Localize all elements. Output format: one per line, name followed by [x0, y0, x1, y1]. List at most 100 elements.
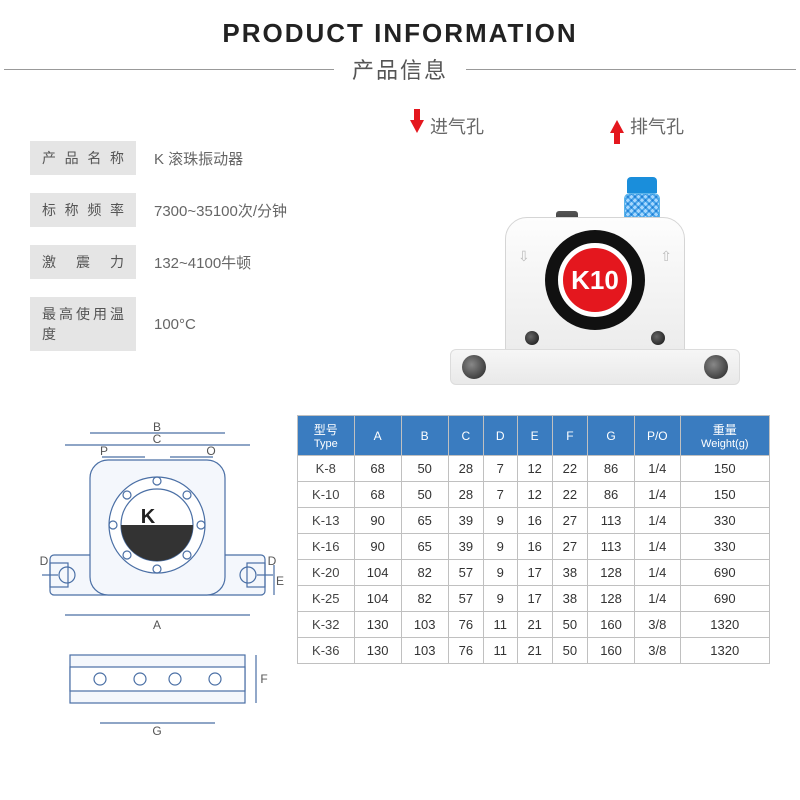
table-cell: 104 — [354, 560, 401, 586]
table-cell: 330 — [680, 534, 769, 560]
product-illustration: ⇩ ⇧ K10 — [450, 175, 740, 385]
table-cell: 330 — [680, 508, 769, 534]
table-cell: 50 — [552, 612, 587, 638]
table-cell: 690 — [680, 586, 769, 612]
table-row: K-868502871222861/4150 — [298, 456, 770, 482]
table-header-cell: D — [483, 416, 517, 456]
table-row: K-251048257917381281/4690 — [298, 586, 770, 612]
spec-label: 产品名称 — [30, 141, 136, 175]
table-row: K-1068502871222861/4150 — [298, 482, 770, 508]
table-cell: 90 — [354, 508, 401, 534]
spec-row: 产品名称 K 滚珠振动器 — [30, 141, 360, 175]
dim-D: D — [268, 554, 277, 568]
table-header-cell: 重量Weight(g) — [680, 416, 769, 456]
table-cell: 9 — [483, 508, 517, 534]
table-cell: 68 — [354, 482, 401, 508]
table-cell: K-32 — [298, 612, 355, 638]
arrow-up-icon — [610, 120, 624, 133]
table-cell: 17 — [517, 586, 552, 612]
spec-value: 7300~35100次/分钟 — [154, 200, 287, 221]
table-cell: 7 — [483, 482, 517, 508]
table-row: K-32130103761121501603/81320 — [298, 612, 770, 638]
title-cn: 产品信息 — [352, 53, 448, 85]
table-cell: 9 — [483, 560, 517, 586]
table-cell: 57 — [448, 560, 483, 586]
spec-row: 最高使用温度 100°C — [30, 297, 360, 351]
arrow-down-icon — [410, 120, 424, 133]
table-cell: 65 — [401, 534, 448, 560]
dim-F: F — [260, 672, 267, 686]
emblem: K10 — [545, 230, 645, 330]
table-cell: 1/4 — [635, 508, 680, 534]
title-en: PRODUCT INFORMATION — [0, 18, 800, 49]
spec-list: 产品名称 K 滚珠振动器 标称频率 7300~35100次/分钟 激 震 力 1… — [30, 105, 360, 405]
table-header-cell: F — [552, 416, 587, 456]
table-row: K-16906539916271131/4330 — [298, 534, 770, 560]
table-cell: 28 — [448, 482, 483, 508]
header: PRODUCT INFORMATION 产品信息 — [0, 0, 800, 85]
table-cell: 130 — [354, 638, 401, 664]
table-cell: 3/8 — [635, 638, 680, 664]
table-cell: 76 — [448, 612, 483, 638]
spec-value: 132~4100牛顿 — [154, 252, 251, 273]
table-cell: K-25 — [298, 586, 355, 612]
table-cell: 27 — [552, 508, 587, 534]
spec-label: 最高使用温度 — [30, 297, 136, 351]
table-cell: K-16 — [298, 534, 355, 560]
dim-E: E — [276, 574, 284, 588]
table-cell: 12 — [517, 456, 552, 482]
dim-P: P — [100, 444, 108, 458]
table-cell: 50 — [401, 482, 448, 508]
table-cell: 3/8 — [635, 612, 680, 638]
dim-D: D — [40, 554, 49, 568]
middle-section: 产品名称 K 滚珠振动器 标称频率 7300~35100次/分钟 激 震 力 1… — [0, 85, 800, 415]
spec-value: K 滚珠振动器 — [154, 148, 243, 169]
table-cell: 90 — [354, 534, 401, 560]
table-header-cell: 型号Type — [298, 416, 355, 456]
table-cell: 1320 — [680, 612, 769, 638]
table-cell: 39 — [448, 534, 483, 560]
table-row: K-13906539916271131/4330 — [298, 508, 770, 534]
table-cell: 82 — [401, 560, 448, 586]
bottom-section: B C P O K D D E A F G 型号TypeABCDEFGP/O重量… — [0, 415, 800, 740]
table-cell: 113 — [588, 508, 635, 534]
table-cell: K-10 — [298, 482, 355, 508]
diagram-letter: K — [141, 506, 156, 528]
flow-arrow-icon: ⇩ — [518, 248, 530, 265]
table-header-row: 型号TypeABCDEFGP/O重量Weight(g) — [298, 416, 770, 456]
table-cell: 86 — [588, 482, 635, 508]
port-hole — [651, 331, 665, 345]
table-cell: 160 — [588, 638, 635, 664]
table-cell: 50 — [552, 638, 587, 664]
emblem-text: K10 — [558, 243, 632, 317]
table-cell: 21 — [517, 612, 552, 638]
table-cell: 128 — [588, 586, 635, 612]
table-cell: 9 — [483, 534, 517, 560]
title-row: 产品信息 — [0, 53, 800, 85]
dim-O: O — [206, 444, 215, 458]
table-cell: 130 — [354, 612, 401, 638]
table-header-cell: C — [448, 416, 483, 456]
table-cell: 28 — [448, 456, 483, 482]
table-cell: 82 — [401, 586, 448, 612]
outlet-label: 排气孔 — [630, 113, 684, 139]
table-cell: 17 — [517, 560, 552, 586]
table-cell: 57 — [448, 586, 483, 612]
dimension-table: 型号TypeABCDEFGP/O重量Weight(g) K-8685028712… — [297, 415, 770, 740]
spec-row: 标称频率 7300~35100次/分钟 — [30, 193, 360, 227]
table-cell: 1320 — [680, 638, 769, 664]
mount-hole — [704, 355, 728, 379]
dim-A: A — [153, 618, 161, 632]
dim-C: C — [153, 432, 162, 446]
table-cell: 1/4 — [635, 586, 680, 612]
mount-hole — [462, 355, 486, 379]
table-cell: 150 — [680, 456, 769, 482]
table-cell: 65 — [401, 508, 448, 534]
table-cell: 7 — [483, 456, 517, 482]
table-header-cell: E — [517, 416, 552, 456]
table-cell: 22 — [552, 482, 587, 508]
spec-value: 100°C — [154, 316, 196, 333]
spec-label: 激 震 力 — [30, 245, 136, 279]
table-body: K-868502871222861/4150K-1068502871222861… — [298, 456, 770, 664]
table-cell: 160 — [588, 612, 635, 638]
